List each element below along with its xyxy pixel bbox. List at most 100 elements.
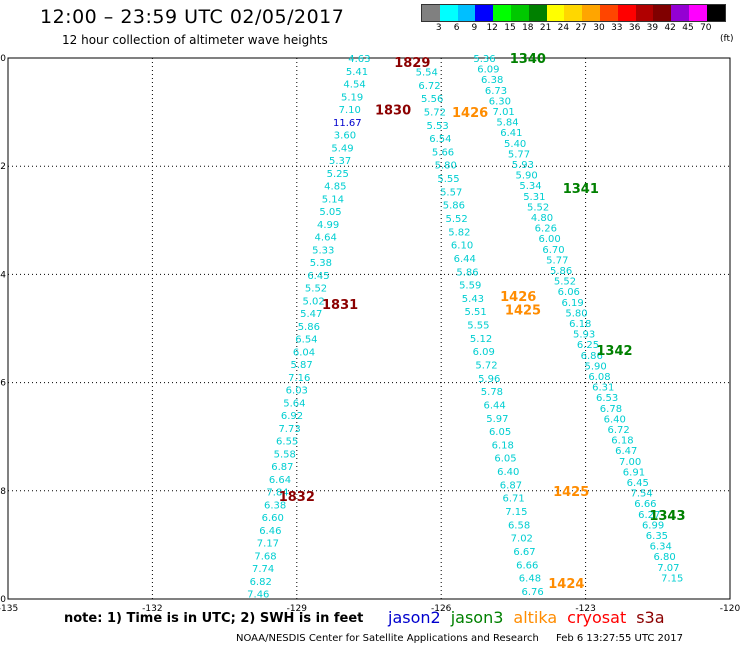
swh-value: 5.59 bbox=[459, 281, 481, 292]
colorbar-labels: 3 6 9 12 15 18 21 24 27 30 33 36 39 42 45 70 bbox=[421, 23, 727, 35]
swh-value: 6.09 bbox=[477, 65, 499, 76]
swh-value: 5.72 bbox=[424, 107, 446, 118]
swh-value: 6.34 bbox=[650, 542, 672, 553]
pass-time-label: 1832 bbox=[279, 490, 315, 505]
swh-value: 5.56 bbox=[421, 94, 443, 105]
swh-value: 4.54 bbox=[343, 80, 365, 91]
swh-value: 6.82 bbox=[250, 577, 272, 588]
swh-value: 6.44 bbox=[484, 400, 506, 411]
colorbar-label: 9 bbox=[471, 23, 478, 33]
latitude-tick-label: 0 bbox=[0, 54, 6, 64]
swh-value: 6.78 bbox=[600, 404, 622, 415]
swh-value: 6.44 bbox=[454, 254, 476, 265]
swh-value: 6.00 bbox=[539, 234, 561, 245]
swh-value: 7.07 bbox=[657, 563, 679, 574]
swh-value: 11.67 bbox=[333, 118, 362, 129]
swh-value: 5.52 bbox=[554, 277, 576, 288]
colorbar-swatch bbox=[582, 5, 600, 21]
colorbar-swatch bbox=[475, 5, 494, 21]
swh-value: 6.47 bbox=[615, 446, 637, 457]
swh-value: 7.68 bbox=[254, 551, 276, 562]
swh-value: 4.63 bbox=[348, 54, 370, 65]
swh-value: 5.41 bbox=[346, 67, 368, 78]
swh-value: 5.52 bbox=[527, 202, 549, 213]
swh-value: 5.55 bbox=[467, 321, 489, 332]
swh-value: 6.70 bbox=[542, 245, 564, 256]
swh-value: 3.60 bbox=[334, 131, 356, 142]
pass-time-label: 1829 bbox=[394, 56, 430, 71]
swh-value: 5.19 bbox=[341, 92, 363, 103]
swh-value: 5.66 bbox=[432, 147, 454, 158]
colorbar-label: 36 bbox=[628, 23, 641, 33]
swh-value: 5.86 bbox=[456, 267, 478, 278]
legend-item-cryosat: cryosat bbox=[567, 608, 627, 627]
map-subtitle: 12 hour collection of altimeter wave hei… bbox=[62, 33, 328, 47]
satellite-legend: jason2 jason3 altika cryosat s3a bbox=[388, 608, 675, 627]
swh-value: 6.18 bbox=[569, 319, 591, 330]
colorbar-label: 45 bbox=[682, 23, 694, 33]
swh-value: 5.53 bbox=[426, 121, 448, 132]
swh-value: 6.99 bbox=[642, 520, 664, 531]
colorbar-label: 6 bbox=[453, 23, 460, 33]
swh-value: 6.66 bbox=[634, 499, 656, 510]
swh-value: 6.27 bbox=[638, 510, 660, 521]
swh-colorbar bbox=[421, 4, 726, 22]
colorbar-label: 12 bbox=[486, 23, 498, 33]
swh-value: 6.45 bbox=[307, 271, 329, 282]
colorbar-swatch bbox=[706, 5, 725, 21]
swh-value: 5.87 bbox=[290, 360, 312, 371]
swh-value: 6.92 bbox=[281, 411, 303, 422]
swh-value: 5.82 bbox=[448, 227, 470, 238]
swh-value: 6.18 bbox=[611, 436, 633, 447]
colorbar-label: 15 bbox=[504, 23, 516, 33]
swh-value: 5.34 bbox=[519, 181, 541, 192]
swh-value: 6.72 bbox=[607, 425, 629, 436]
swh-value: 5.52 bbox=[445, 214, 467, 225]
swh-value: 7.01 bbox=[493, 107, 515, 118]
swh-value: 6.06 bbox=[558, 287, 580, 298]
swh-value: 6.18 bbox=[492, 440, 514, 451]
swh-value: 5.86 bbox=[298, 322, 320, 333]
swh-value: 5.57 bbox=[440, 187, 462, 198]
pass-time-label: 1424 bbox=[548, 577, 584, 592]
swh-value: 5.31 bbox=[523, 192, 545, 203]
swh-value: 6.80 bbox=[653, 552, 675, 563]
swh-value: 6.19 bbox=[562, 298, 584, 309]
map-title: 12:00 – 23:59 UTC 02/05/2017 bbox=[40, 6, 345, 28]
swh-value: 5.12 bbox=[470, 334, 492, 345]
footer-note: note: 1) Time is in UTC; 2) SWH is in fe… bbox=[64, 611, 364, 626]
swh-value: 6.55 bbox=[276, 437, 298, 448]
swh-value: 5.80 bbox=[565, 308, 587, 319]
swh-value: 7.00 bbox=[619, 457, 641, 468]
swh-value: 6.40 bbox=[497, 467, 519, 478]
generation-timestamp: Feb 6 13:27:55 UTC 2017 bbox=[556, 633, 683, 644]
colorbar-label: 24 bbox=[557, 23, 570, 33]
swh-value: 4.64 bbox=[315, 233, 337, 244]
swh-value: 6.10 bbox=[451, 241, 473, 252]
pass-time-label: 1831 bbox=[322, 298, 358, 313]
swh-value: 6.67 bbox=[513, 547, 535, 558]
pass-time-label: 1426 bbox=[500, 290, 536, 305]
colorbar-swatch bbox=[599, 5, 618, 21]
swh-value: 5.25 bbox=[327, 169, 349, 180]
map-frame bbox=[7, 57, 731, 600]
swh-value: 4.99 bbox=[317, 220, 339, 231]
legend-item-s3a: s3a bbox=[636, 608, 665, 627]
swh-value: 5.93 bbox=[573, 330, 595, 341]
swh-value: 5.77 bbox=[508, 149, 530, 160]
swh-value: 6.76 bbox=[522, 587, 544, 598]
swh-value: 6.66 bbox=[516, 560, 538, 571]
colorbar-swatch bbox=[653, 5, 672, 21]
swh-value: 5.90 bbox=[584, 361, 606, 372]
colorbar-label: 21 bbox=[539, 23, 552, 33]
swh-value: 6.31 bbox=[592, 383, 614, 394]
swh-value: 5.72 bbox=[475, 360, 497, 371]
colorbar-swatch bbox=[422, 5, 440, 21]
colorbar-swatch bbox=[671, 5, 689, 21]
longitude-tick-label: -123 bbox=[575, 604, 595, 614]
swh-value: 6.54 bbox=[295, 335, 317, 346]
swh-value: 7.15 bbox=[505, 507, 527, 518]
swh-value: 6.53 bbox=[596, 393, 618, 404]
swh-value: 5.77 bbox=[546, 255, 568, 266]
colorbar-swatch bbox=[493, 5, 511, 21]
